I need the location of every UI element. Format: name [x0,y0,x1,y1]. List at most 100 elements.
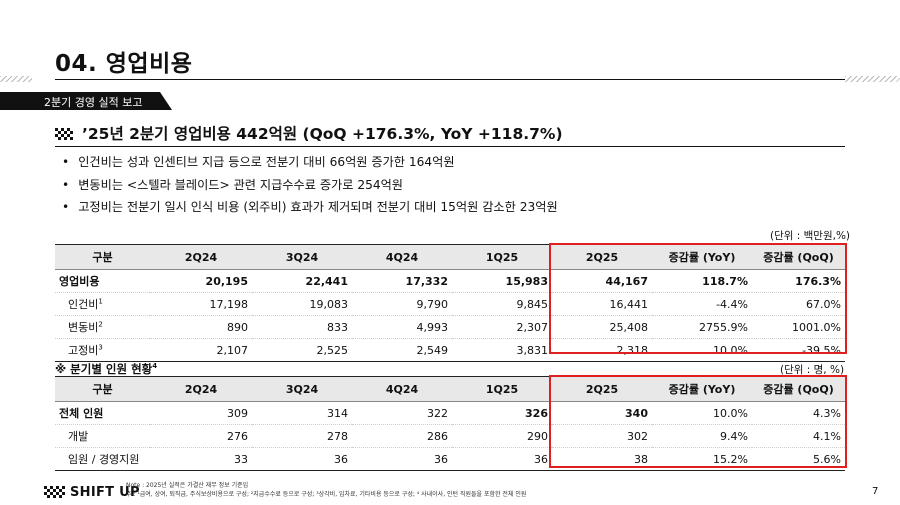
column-header: 4Q24 [352,376,452,402]
bullet-item: 변동비는 <스텔라 블레이드> 관련 지급수수료 증가로 254억원 [62,177,558,200]
section-heading: ’25년 2분기 영업비용 442억원 (QoQ +176.3%, YoY +1… [55,122,563,144]
page-title: 04. 영업비용 [55,51,193,77]
table-cell: 33 [150,447,252,471]
table-cell: 278 [252,424,352,448]
table-cell: 176.3% [752,269,845,293]
table-cell: 36 [252,447,352,471]
table-cell: 276 [150,424,252,448]
footnote: Note : 2025년 실적은 가결산 재무 정보 기준임 주 : ¹급여, … [126,482,526,499]
table-cell: 36 [452,447,552,471]
company-logo: SHIFT UP [44,485,140,500]
table-cell: 286 [352,424,452,448]
table2-unit: (단위 : 명, %) [780,364,845,376]
checkered-flag-icon [55,128,73,140]
column-header: 1Q25 [452,244,552,270]
table-cell: 38 [552,447,652,471]
table-cell: 17,198 [150,292,252,316]
table-cell: 2755.9% [652,315,752,339]
column-header: 증감률 (YoY) [652,244,752,270]
row-label: 변동비2 [55,315,150,339]
table-cell: 340 [552,401,652,425]
table-cell: 118.7% [652,269,752,293]
table-row: 임원 / 경영지원 33 36 36 36 38 15.2% 5.6% [55,447,845,471]
table-cell: 67.0% [752,292,845,316]
headcount-section-title: ※ 분기별 인원 현황4 [55,362,158,376]
table-cell: 3,831 [452,338,552,362]
column-header: 1Q25 [452,376,552,402]
table-cell: 16,441 [552,292,652,316]
table-cell: 20,195 [150,269,252,293]
hatch-right [845,76,900,82]
footnote-line: 주 : ¹급여, 상여, 퇴직급, 주식보상비용으로 구성; ²지급수수료 등으… [126,490,527,498]
heading-rule [55,146,845,147]
table-row: 영업비용 20,195 22,441 17,332 15,983 44,167 … [55,269,845,293]
table-cell: 314 [252,401,352,425]
row-label: 인건비1 [55,292,150,316]
page-number: 7 [872,486,879,497]
table-header-row: 구분 2Q24 3Q24 4Q24 1Q25 2Q25 증감률 (YoY) 증감… [55,376,845,402]
highlight-box [549,375,847,468]
table-cell: 25,408 [552,315,652,339]
column-header: 2Q24 [150,244,252,270]
footnote-line: Note : 2025년 실적은 가결산 재무 정보 기준임 [126,482,249,489]
column-header: 2Q25 [552,244,652,270]
column-header: 2Q25 [552,376,652,402]
table-cell: 36 [352,447,452,471]
table-cell: 302 [552,424,652,448]
table-cell: 9,790 [352,292,452,316]
table1-unit: (단위 : 백만원,%) [770,230,851,242]
hatch-left [0,76,32,82]
column-header: 구분 [55,376,150,402]
table-cell: 4,993 [352,315,452,339]
row-label: 임원 / 경영지원 [55,447,150,471]
table-cell: 326 [452,401,552,425]
table-row: 변동비2 890 833 4,993 2,307 25,408 2755.9% … [55,315,845,339]
logo-text: SHIFT UP [70,485,140,500]
title-rule [55,79,845,80]
column-header: 3Q24 [252,244,352,270]
bullet-item: 인건비는 성과 인센티브 지급 등으로 전분기 대비 66억원 증가한 164억… [62,154,558,177]
table-cell: 2,107 [150,338,252,362]
column-header: 구분 [55,244,150,270]
highlight-box [549,243,847,354]
column-header: 4Q24 [352,244,452,270]
table-cell: -4.4% [652,292,752,316]
table-cell: 833 [252,315,352,339]
heading-text: ’25년 2분기 영업비용 442억원 (QoQ +176.3%, YoY +1… [82,125,563,143]
table-cell: 290 [452,424,552,448]
row-label: 개발 [55,424,150,448]
table-cell: 44,167 [552,269,652,293]
headcount-table: 구분 2Q24 3Q24 4Q24 1Q25 2Q25 증감률 (YoY) 증감… [55,376,845,471]
table-cell: 10.0% [652,401,752,425]
table-cell: 5.6% [752,447,845,471]
table-row: 개발 276 278 286 290 302 9.4% 4.1% [55,424,845,448]
section-banner: 2분기 경영 실적 보고 [0,92,172,110]
table-row: 전체 인원 309 314 322 326 340 10.0% 4.3% [55,401,845,425]
table-cell: 309 [150,401,252,425]
column-header: 증감률 (QoQ) [752,244,845,270]
table-cell: 10.0% [652,338,752,362]
column-header: 2Q24 [150,376,252,402]
operating-expense-table: 구분 2Q24 3Q24 4Q24 1Q25 2Q25 증감률 (YoY) 증감… [55,244,845,362]
column-header: 증감률 (YoY) [652,376,752,402]
table-cell: 2,307 [452,315,552,339]
bullet-item: 고정비는 전분기 일시 인식 비용 (외주비) 효과가 제거되며 전분기 대비 … [62,199,557,222]
table-cell: 2,549 [352,338,452,362]
table-cell: 1001.0% [752,315,845,339]
row-label: 전체 인원 [55,401,150,425]
table-cell: 4.3% [752,401,845,425]
table-cell: 2,525 [252,338,352,362]
table-cell: 19,083 [252,292,352,316]
table-cell: 15,983 [452,269,552,293]
bullet-list: 인건비는 성과 인센티브 지급 등으로 전분기 대비 66억원 증가한 164억… [62,154,558,222]
table-cell: 17,332 [352,269,452,293]
column-header: 증감률 (QoQ) [752,376,845,402]
table-cell: 890 [150,315,252,339]
table-cell: 22,441 [252,269,352,293]
table-cell: 9.4% [652,424,752,448]
row-label: 영업비용 [55,269,150,293]
table-row: 인건비1 17,198 19,083 9,790 9,845 16,441 -4… [55,292,845,316]
table-cell: 4.1% [752,424,845,448]
section-banner-label: 2분기 경영 실적 보고 [44,96,143,109]
table-header-row: 구분 2Q24 3Q24 4Q24 1Q25 2Q25 증감률 (YoY) 증감… [55,244,845,270]
